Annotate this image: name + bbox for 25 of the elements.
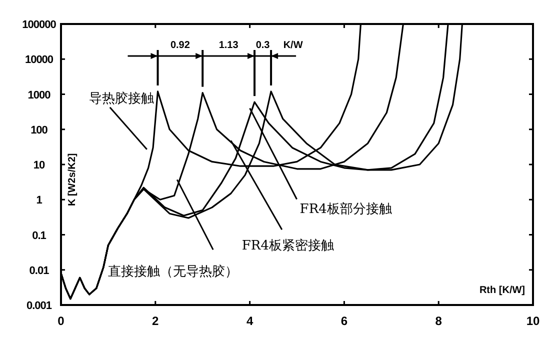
annotation: K/W (283, 40, 304, 51)
annotation: 0.92 (170, 40, 190, 51)
x-tick-label: 0 (58, 314, 65, 328)
y-tick-label: 100000 (22, 19, 56, 31)
y-tick-label: 10 (33, 160, 45, 172)
y-tick-label: 10000 (24, 54, 54, 66)
annotation: 直接接触（无导热胶） (108, 264, 238, 280)
y-tick-label: 0.01 (29, 264, 50, 277)
x-tick-label: 4 (246, 314, 254, 328)
y-tick-label: 1000 (28, 89, 51, 102)
y-axis-title: K [W2s/K2] (67, 153, 78, 206)
y-tick-label: 0.001 (26, 300, 52, 312)
x-tick-label: 8 (435, 314, 442, 328)
x-tick-label: 2 (152, 314, 160, 328)
y-tick-label: 1 (36, 194, 42, 207)
x-axis-title: Rth [K/W] (479, 285, 525, 296)
annotation: FR4板部分接触 (300, 202, 392, 218)
y-tick-label: 0.1 (32, 230, 46, 242)
annotation: 1.13 (218, 40, 239, 51)
annotation: 导热胶接触 (88, 91, 154, 106)
annotation: FR4板紧密接触 (242, 238, 334, 254)
x-tick-label: 10 (526, 314, 540, 328)
annotation: 0.3 (256, 40, 270, 51)
y-tick-label: 100 (30, 124, 48, 136)
x-tick-label: 6 (340, 314, 348, 328)
